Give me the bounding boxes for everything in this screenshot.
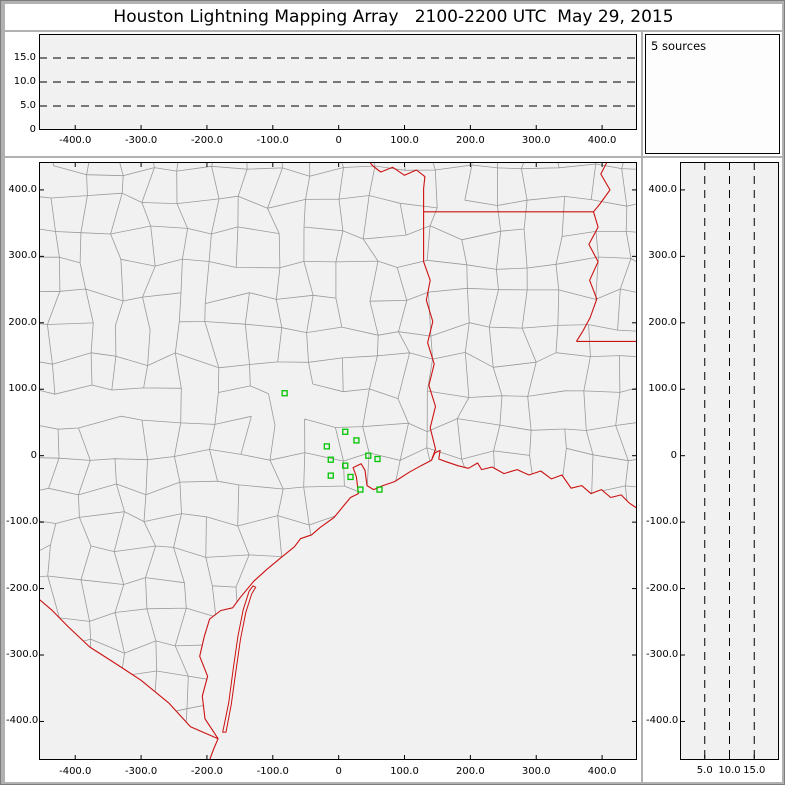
sources-box: 5 sources	[645, 34, 780, 154]
tick-label: -100.0	[6, 516, 39, 528]
plan-view-map[interactable]	[39, 162, 637, 760]
tick-label: 200.0	[456, 135, 485, 146]
plot-border	[39, 162, 637, 760]
tick-label: -400.0	[6, 715, 39, 727]
tick-label: -300.0	[124, 135, 158, 146]
tick-label: -100.0	[256, 135, 289, 146]
state-boundaries	[39, 162, 637, 760]
tick-label: 400.0	[587, 135, 617, 146]
tick-label: 200.0	[8, 316, 37, 328]
tick-label: -400.0	[59, 766, 92, 777]
tick-label: -200.0	[646, 582, 679, 594]
altitude-ns-panel: 400.0 300.0 200.0 100.0 0 -100.0 -200.0 -300.0 -…	[643, 158, 782, 782]
tick-label: 300.0	[648, 250, 677, 262]
tick-label: -300.0	[6, 649, 39, 661]
tick-label: -300.0	[124, 766, 158, 777]
altitude-ew-panel: 15.0 10.0 5.0 0 -400.0 -300.0 -200.0 -100.0 0 100…	[5, 32, 641, 156]
tick-label: 200.0	[456, 766, 485, 777]
lma-station-marker	[376, 486, 383, 493]
tick-label: 0	[29, 124, 36, 135]
plan-view-panel: 400.0 300.0 200.0 100.0 0 -100.0 -200.0 -300.0 -…	[5, 158, 641, 782]
tick-label: 300.0	[521, 766, 551, 777]
lma-station-marker	[365, 452, 372, 459]
lma-stations	[281, 390, 383, 493]
tick-label: 10.0	[13, 76, 36, 87]
tick-label: 100.0	[390, 766, 419, 777]
altitude-ew-plot[interactable]	[39, 34, 637, 130]
tick-label: -200.0	[190, 766, 224, 777]
tick-label: 300.0	[521, 135, 551, 146]
altitude-ns-svg	[680, 162, 779, 760]
tick-label: 5.0	[20, 100, 36, 111]
lma-station-marker	[342, 428, 349, 435]
tick-label: 200.0	[648, 316, 677, 328]
padre-island	[222, 585, 257, 733]
lma-station-marker	[281, 390, 288, 397]
lma-station-marker	[327, 472, 334, 479]
altitude-ew-svg	[39, 34, 637, 130]
tick-label: 100.0	[8, 383, 37, 395]
tick-label: 0	[335, 135, 342, 146]
tick-label: -100.0	[646, 516, 679, 528]
sources-panel: 5 sources	[643, 32, 782, 156]
tick-label: 15.0	[13, 52, 36, 63]
lma-station-marker	[323, 443, 330, 450]
lma-station-marker	[374, 455, 381, 463]
tick-label: 5.0	[696, 765, 713, 776]
tick-label: 15.0	[743, 765, 766, 776]
tick-label: 0	[30, 449, 37, 461]
tick-label: -200.0	[190, 135, 224, 146]
title-strip: Houston Lightning Mapping Array 2100-220…	[5, 4, 782, 30]
tick-label: 0	[335, 766, 342, 777]
plan-view-svg	[39, 162, 637, 760]
tick-label: 300.0	[8, 250, 37, 262]
lma-station-marker	[342, 462, 349, 469]
altitude-ns-plot[interactable]	[680, 162, 779, 760]
tick-label: 100.0	[648, 383, 677, 395]
mexico-region	[39, 599, 219, 760]
tick-label: -400.0	[59, 135, 92, 146]
tick-label: 400.0	[8, 183, 37, 195]
lma-station-marker	[327, 456, 334, 463]
tick-label: 0	[670, 449, 677, 461]
window-title: Houston Lightning Mapping Array 2100-220…	[113, 7, 674, 27]
lma-station-marker	[357, 486, 364, 493]
plot-border	[680, 162, 779, 760]
tick-label: -400.0	[646, 715, 679, 727]
tick-label: 400.0	[648, 183, 677, 195]
lma-station-marker	[353, 437, 360, 444]
tick-label: 400.0	[587, 766, 617, 777]
tick-label: -200.0	[6, 582, 39, 594]
tick-label: -300.0	[646, 649, 679, 661]
tick-label: 100.0	[390, 135, 419, 146]
tick-label: -100.0	[256, 766, 289, 777]
gulf-of-mexico	[199, 450, 637, 760]
sources-count-label: 5 sources	[651, 39, 707, 53]
lma-station-marker	[347, 473, 354, 481]
plot-border	[39, 34, 637, 130]
tick-label: 10.0	[718, 765, 741, 776]
